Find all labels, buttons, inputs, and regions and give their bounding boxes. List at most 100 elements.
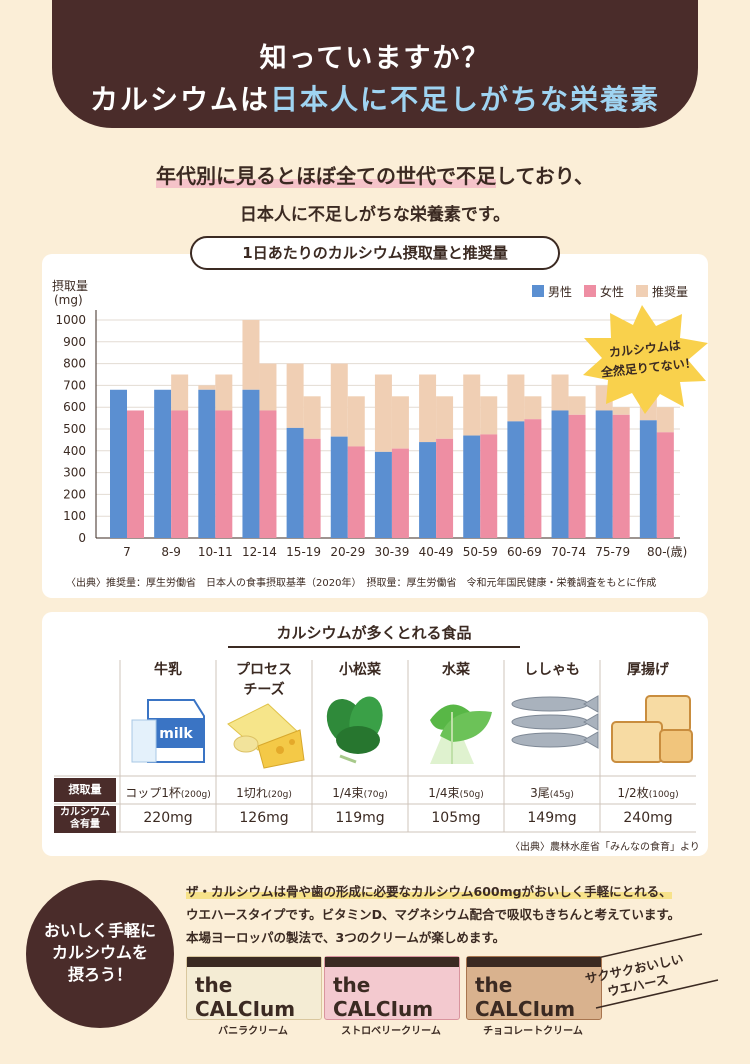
male-bar [374, 451, 392, 538]
food-shishamo: ししゃも [524, 662, 580, 678]
female-bar [127, 410, 144, 538]
header-banner: 知っていますか？ カルシウムは日本人に不足しがちな栄養素 [52, 0, 698, 128]
female-bar [303, 438, 321, 538]
food-milk: 牛乳 [154, 662, 182, 678]
y-tick-label: 0 [78, 531, 86, 545]
x-tick-label: 40-49 [419, 545, 454, 559]
female-bar [656, 432, 674, 538]
recommended-bar [330, 363, 348, 437]
serving-atsuage: 1/2枚(100g) [617, 786, 679, 800]
calcium-shishamo: 149mg [527, 810, 577, 826]
serving-komatsuna: 1/4束(70g) [332, 786, 388, 800]
product-chocolate-brand: the CALCIum [475, 973, 576, 1021]
y-tick-label: 1000 [55, 313, 86, 327]
calcium-mizuna: 105mg [431, 810, 481, 826]
female-bar [259, 410, 277, 538]
legend-male: 男性 [532, 283, 572, 300]
recommended-bar [303, 396, 321, 439]
female-bar [171, 410, 189, 538]
recommended-bar [612, 407, 630, 415]
lead-line-2: 日本人に不足しがちな栄養素です。 [239, 205, 511, 225]
calcium-chart: 摂取量 (mg) (歳) 0 100 200 300 400 500 600 700 800 90… [52, 278, 708, 559]
chart-legend: 男性 女性 推奨量 [532, 283, 688, 300]
y-tick-label: 400 [63, 444, 86, 458]
callout-burst [583, 305, 708, 414]
chart-source: 〈出典〉推奨量：厚生労働省 日本人の食事摂取基準（2020年） 摂取量：厚生労働… [66, 578, 657, 589]
desc-line-2: ウエハースタイプです。ビタミンD、マグネシウム配合で吸収もきちんと考えています。 [186, 907, 681, 922]
female-bar [436, 438, 454, 538]
product-chocolate-label: チョコレートクリーム [483, 1026, 583, 1037]
x-tick-label: 7 [123, 545, 131, 559]
x-tick-label: 12-14 [242, 545, 277, 559]
y-tick-label: 800 [63, 357, 86, 371]
male-bar [507, 421, 525, 538]
recommended-bar [463, 374, 481, 436]
female-bar [391, 448, 409, 538]
x-tick-label: 8-9 [161, 545, 181, 559]
recommended-bar [507, 374, 525, 422]
row-label-intake: 摂取量 [54, 778, 116, 802]
x-tick-label: 50-59 [463, 545, 498, 559]
male-bar [110, 389, 127, 538]
desc-line-1: ザ・カルシウムは骨や歯の形成に必要なカルシウム600mgがおいしく手軽にとれる、 [186, 884, 672, 899]
calcium-atsuage: 240mg [623, 810, 673, 826]
y-tick-label: 300 [63, 466, 86, 480]
y-axis-label: 摂取量 [52, 278, 88, 293]
recommended-bar [656, 407, 674, 433]
x-tick-label: 60-69 [507, 545, 542, 559]
komatsuna-icon [326, 696, 383, 764]
foods-source: 〈出典〉農林水産省「みんなの食育」より [510, 842, 700, 853]
female-bar [215, 410, 233, 538]
calcium-cheese: 126mg [239, 810, 289, 826]
recommended-bar [524, 396, 542, 420]
recommended-bar [198, 385, 216, 390]
recommended-bar [568, 396, 586, 415]
y-tick-label: 600 [63, 400, 86, 414]
serving-shishamo: 3尾(45g) [530, 786, 574, 800]
promo-circle: おいしく手軽に カルシウムを 摂ろう！ [26, 880, 174, 1028]
x-tick-label: 70-74 [551, 545, 586, 559]
female-bar [612, 414, 630, 538]
x-tick-label: 10-11 [198, 545, 233, 559]
recommended-bar [242, 320, 260, 390]
recommended-bar [436, 396, 454, 439]
recommended-bar [419, 374, 437, 443]
male-bar [639, 420, 657, 538]
serving-cheese: 1切れ(20g) [236, 786, 292, 800]
recommended-bar [215, 374, 233, 411]
chart-title: 1日あたりのカルシウム摂取量と推奨量 [190, 236, 560, 270]
lead-line-1-highlight: 年代別に見るとほぼ全ての世代で不足 [156, 164, 496, 188]
product-chocolate: the CALCIum [466, 956, 602, 1021]
serving-mizuna: 1/4束(50g) [428, 786, 484, 800]
recommended-bar [551, 374, 569, 411]
cheese-icon [227, 703, 305, 769]
male-bar [198, 389, 216, 538]
food-mizuna: 水菜 [442, 662, 470, 678]
milk-icon: milk [131, 699, 205, 763]
lead-line-1-tail: しており、 [496, 164, 594, 188]
recommended-bar [480, 396, 498, 435]
food-cheese: プロセス チーズ [236, 662, 292, 698]
male-bar [242, 389, 260, 538]
legend-female: 女性 [584, 283, 624, 300]
serving-milk: コップ1杯(200g) [125, 786, 211, 800]
product-vanilla-label: バニラクリーム [218, 1026, 288, 1037]
food-komatsuna: 小松菜 [339, 662, 381, 678]
recommended-bar [391, 396, 409, 449]
foods-title: カルシウムが多くとれる食品 [228, 620, 520, 648]
female-bar [347, 446, 365, 538]
atsuage-icon [611, 695, 693, 763]
y-tick-label: 500 [63, 422, 86, 436]
product-strawberry-label: ストロベリークリーム [341, 1026, 441, 1037]
y-tick-label: 100 [63, 509, 86, 523]
male-bar [286, 427, 304, 538]
female-bar [568, 414, 586, 538]
shishamo-icon [511, 695, 599, 749]
header-line-2: カルシウムは日本人に不足しがちな栄養素 [52, 78, 698, 118]
x-tick-label: 20-29 [330, 545, 365, 559]
recommended-bar [259, 363, 277, 411]
header-line-1: 知っていますか？ [259, 43, 491, 74]
desc-line-3: 本場ヨーロッパの製法で、3つのクリームが楽しめます。 [186, 930, 506, 945]
